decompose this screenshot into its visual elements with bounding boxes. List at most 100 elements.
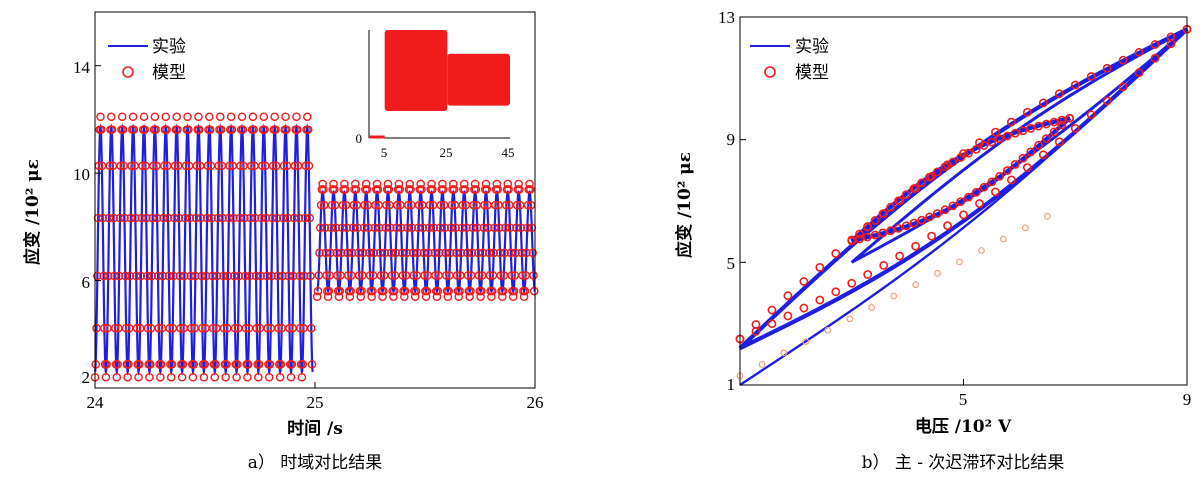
a-model-point: [392, 223, 401, 233]
a-model-point: [463, 248, 472, 258]
a-model-point: [430, 248, 439, 258]
a-model-point: [287, 360, 297, 369]
b-xtick-0: 5: [959, 390, 968, 409]
a-model-point: [425, 200, 435, 210]
a-model-point: [257, 161, 267, 171]
b-model-point: [917, 215, 927, 225]
a-model-point: [485, 271, 495, 280]
a-model-point: [297, 372, 307, 382]
a-model-point: [127, 161, 136, 171]
a-model-point: [145, 360, 155, 369]
a-model-point: [207, 213, 216, 223]
a-model-point: [489, 248, 499, 258]
b-model-point: [1022, 163, 1032, 172]
a-model-point: [337, 248, 346, 258]
a-model-point: [118, 125, 128, 134]
b-model-point: [799, 277, 809, 286]
b-ylabel: 应变 /10² με: [674, 152, 695, 258]
a-model-point: [501, 223, 510, 233]
a-ytick-1: 6: [82, 273, 91, 292]
a-model-point: [245, 271, 255, 281]
a-model-point: [205, 125, 215, 134]
b-model-point: [815, 262, 825, 272]
a-model-point: [354, 271, 364, 280]
a-model-point: [362, 185, 372, 194]
a-model-point: [173, 125, 182, 134]
b-model-point: [894, 196, 903, 206]
a-experiment-line-0: [93, 123, 314, 377]
a-inset-xtick-2: 45: [502, 145, 515, 160]
a-model-point: [340, 185, 350, 194]
a-model-point: [506, 248, 516, 258]
b-model-point-initial: [1021, 224, 1029, 232]
b-model-point: [1034, 121, 1043, 131]
a-model-point: [115, 213, 125, 223]
a-model-point: [331, 223, 341, 233]
a-model-point: [490, 223, 499, 233]
b-model-point: [1070, 123, 1080, 133]
a-model-point: [164, 271, 174, 281]
a-model-point: [214, 161, 223, 171]
a-model-point: [135, 360, 144, 369]
b-model-point: [909, 218, 919, 228]
b-model-point: [943, 221, 952, 231]
a-model-point: [264, 372, 274, 382]
a-model-point: [357, 286, 366, 296]
b-caption: b） 主 - 次迟滞环对比结果: [862, 453, 1065, 473]
b-model-point: [948, 157, 958, 167]
a-model-point: [120, 213, 129, 223]
a-ytick-2: 10: [73, 165, 90, 184]
a-model-point: [351, 185, 361, 194]
b-model-point: [783, 311, 793, 321]
a-model-point: [382, 200, 391, 210]
a-model-point: [225, 161, 234, 171]
a-model-point: [201, 271, 211, 281]
a-model-point: [219, 323, 229, 333]
a-model-point: [208, 323, 218, 333]
a-legend-label-1: 模型: [152, 63, 186, 83]
a-model-point: [240, 271, 250, 281]
b-model-point: [862, 232, 872, 242]
a-model-point: [508, 292, 518, 301]
a-model-point: [370, 223, 380, 233]
b-model-point: [1022, 107, 1032, 117]
a-model-point: [478, 248, 488, 258]
b-model-point: [932, 209, 942, 218]
b-model-point: [767, 305, 777, 315]
a-model-point: [248, 112, 258, 122]
b-model-point: [979, 182, 989, 192]
b-model-point: [1065, 113, 1075, 123]
b-model-point: [1010, 160, 1020, 169]
panel-a: 24 25 26 2 6 10 14 时间 /s 应变 /10² με a） 时…: [22, 11, 544, 473]
a-model-point: [494, 223, 504, 233]
a-model-point: [137, 213, 146, 223]
a-model-point: [312, 292, 322, 301]
a-model-point: [260, 125, 269, 134]
a-model-point: [236, 161, 245, 171]
a-model-point: [257, 213, 266, 223]
a-model-point: [188, 372, 198, 382]
a-model-point: [96, 112, 105, 122]
a-model-point: [223, 271, 233, 281]
a-legend: 实验 模型: [108, 37, 186, 83]
a-model-point: [172, 112, 181, 122]
b-model-point: [1041, 134, 1051, 144]
a-model-point: [294, 213, 304, 223]
a-model-point: [383, 179, 393, 189]
a-model-point: [138, 161, 147, 171]
a-model-point: [315, 248, 324, 258]
a-model-point: [219, 271, 228, 281]
a-model-point: [183, 112, 192, 122]
b-model-point: [1057, 115, 1067, 125]
a-model-point: [335, 286, 345, 296]
a-model-point: [516, 223, 526, 233]
a-model-point: [343, 248, 352, 258]
a-model-point: [356, 292, 366, 301]
a-model-point: [496, 271, 506, 280]
b-legend-label-0: 实验: [795, 37, 829, 57]
b-model-point: [971, 144, 981, 154]
a-model-point: [405, 179, 415, 189]
a-model-point: [273, 271, 283, 281]
b-model-point: [870, 216, 880, 225]
b-xtick-1: 9: [1183, 390, 1192, 409]
